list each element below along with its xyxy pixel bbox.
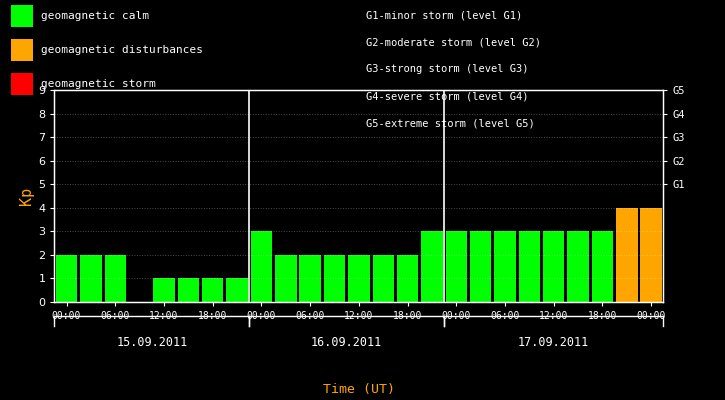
- Bar: [226, 278, 248, 302]
- Bar: [104, 255, 126, 302]
- Bar: [251, 231, 272, 302]
- Bar: [616, 208, 637, 302]
- Text: Time (UT): Time (UT): [323, 383, 395, 396]
- Bar: [543, 231, 565, 302]
- Y-axis label: Kp: Kp: [19, 187, 34, 205]
- Bar: [80, 255, 102, 302]
- Bar: [518, 231, 540, 302]
- Bar: [397, 255, 418, 302]
- Text: G4-severe storm (level G4): G4-severe storm (level G4): [366, 92, 529, 102]
- Bar: [592, 231, 613, 302]
- Bar: [202, 278, 223, 302]
- Bar: [470, 231, 492, 302]
- Text: 15.09.2011: 15.09.2011: [116, 336, 188, 349]
- Text: G2-moderate storm (level G2): G2-moderate storm (level G2): [366, 37, 541, 47]
- Text: 16.09.2011: 16.09.2011: [311, 336, 382, 349]
- Bar: [373, 255, 394, 302]
- Text: geomagnetic calm: geomagnetic calm: [41, 11, 149, 21]
- Bar: [421, 231, 443, 302]
- Text: G1-minor storm (level G1): G1-minor storm (level G1): [366, 10, 523, 20]
- Text: 17.09.2011: 17.09.2011: [518, 336, 589, 349]
- Text: geomagnetic storm: geomagnetic storm: [41, 79, 156, 89]
- Bar: [178, 278, 199, 302]
- Text: geomagnetic disturbances: geomagnetic disturbances: [41, 45, 203, 55]
- Bar: [153, 278, 175, 302]
- Bar: [299, 255, 321, 302]
- Bar: [640, 208, 662, 302]
- Bar: [56, 255, 78, 302]
- Bar: [275, 255, 297, 302]
- Text: G5-extreme storm (level G5): G5-extreme storm (level G5): [366, 119, 535, 129]
- Bar: [324, 255, 345, 302]
- Bar: [446, 231, 467, 302]
- Text: G3-strong storm (level G3): G3-strong storm (level G3): [366, 64, 529, 74]
- Bar: [568, 231, 589, 302]
- Bar: [494, 231, 515, 302]
- Bar: [348, 255, 370, 302]
